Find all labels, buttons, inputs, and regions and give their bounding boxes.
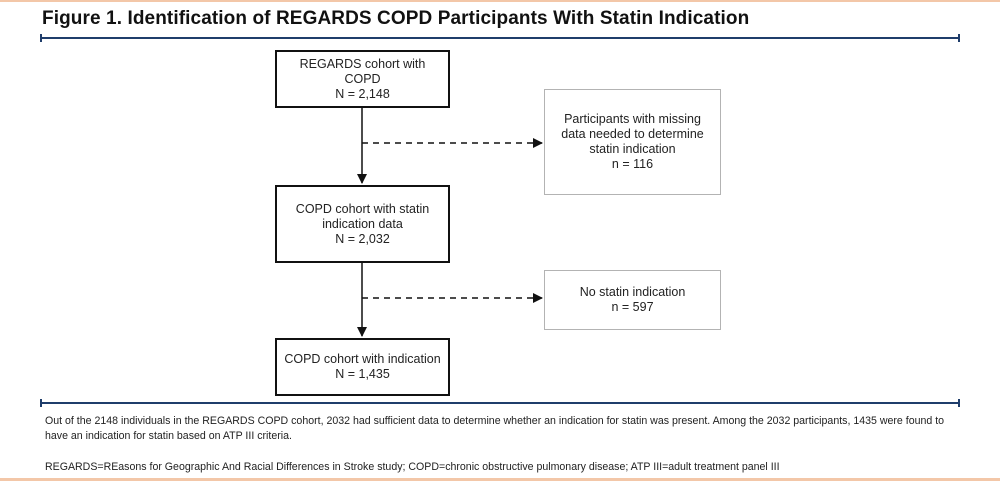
box-count: n = 597 [611, 300, 654, 314]
bottom-accent-line [0, 478, 1000, 481]
box-text: indication data [322, 216, 403, 231]
figure-title: Figure 1. Identification of REGARDS COPD… [42, 8, 750, 29]
box-text: data needed to determine [561, 127, 704, 141]
box-count: N = 2,032 [335, 231, 390, 246]
caption-abbreviations: REGARDS=REasons for Geographic And Racia… [45, 461, 780, 473]
box-cohort-with-indication: COPD cohort with indication N = 1,435 [275, 338, 450, 396]
box-count: N = 2,148 [335, 86, 390, 101]
box-text: COPD cohort with indication [284, 352, 441, 366]
box-count: n = 116 [611, 157, 654, 171]
box-text: REGARDS cohort with [299, 56, 426, 71]
box-text: COPD cohort with statin [295, 201, 430, 216]
box-text: No statin indication [579, 285, 686, 299]
box-text: Participants with missing [564, 112, 701, 126]
caption-divider [40, 399, 960, 407]
box-missing-data-exclusion: Participants with missing data needed to… [544, 89, 721, 195]
box-count: N = 1,435 [335, 367, 390, 381]
top-accent-line [0, 0, 1000, 2]
box-text: statin indication [589, 142, 676, 156]
caption-summary: Out of the 2148 individuals in the REGAR… [45, 415, 945, 442]
figure-caption: Out of the 2148 individuals in the REGAR… [45, 414, 965, 475]
box-regards-cohort: REGARDS cohort with COPD N = 2,148 [275, 50, 450, 108]
box-text: COPD [344, 71, 381, 86]
box-no-statin-indication: No statin indication n = 597 [544, 270, 721, 330]
box-statin-indication-data: COPD cohort with statin indication data … [275, 185, 450, 263]
title-divider [40, 34, 960, 42]
